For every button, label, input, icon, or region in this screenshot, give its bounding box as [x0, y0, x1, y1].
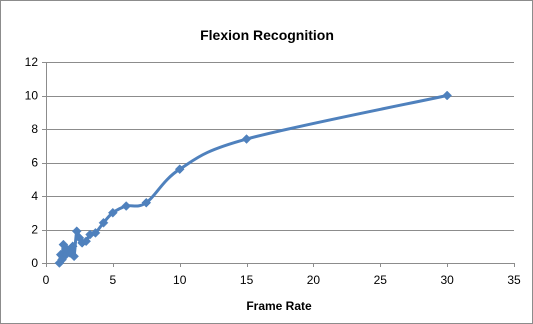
- data-point: [174, 164, 185, 175]
- data-point: [121, 201, 132, 211]
- data-point: [90, 227, 101, 238]
- data-point: [67, 241, 78, 252]
- x-tick-label: 10: [173, 273, 187, 287]
- series-line: [57, 94, 449, 265]
- y-tick-label: 0: [31, 256, 38, 270]
- y-tick-label: 12: [25, 55, 39, 69]
- data-point: [241, 134, 252, 144]
- x-tick-label: 20: [307, 273, 321, 287]
- y-tick-label: 10: [25, 89, 39, 103]
- data-point: [69, 251, 79, 262]
- data-point: [71, 226, 82, 237]
- data-point: [65, 248, 75, 258]
- axes: [42, 62, 515, 267]
- x-tick-label: 15: [240, 273, 254, 287]
- x-tick-label: 25: [374, 273, 388, 287]
- data-series: [54, 90, 452, 268]
- x-axis-label: Frame Rate: [246, 299, 312, 313]
- data-point: [108, 207, 118, 218]
- x-tick-label: 35: [507, 273, 521, 287]
- y-tick-label: 2: [31, 223, 38, 237]
- chart-title: Flexion Recognition: [200, 27, 334, 43]
- y-tick-label: 8: [31, 122, 38, 136]
- data-point: [442, 90, 452, 101]
- x-tick-label: 30: [440, 273, 454, 287]
- data-point: [141, 197, 152, 208]
- tick-labels: 0 2 4 6 8 10 12 0 5 10 15 20 25 30 35: [25, 55, 521, 287]
- y-tick-label: 4: [31, 189, 38, 203]
- x-tick-label: 0: [43, 273, 50, 287]
- data-point: [81, 236, 91, 247]
- y-tick-label: 6: [31, 156, 38, 170]
- data-point: [98, 217, 109, 228]
- x-tick-label: 5: [110, 273, 117, 287]
- gridlines: [46, 62, 514, 231]
